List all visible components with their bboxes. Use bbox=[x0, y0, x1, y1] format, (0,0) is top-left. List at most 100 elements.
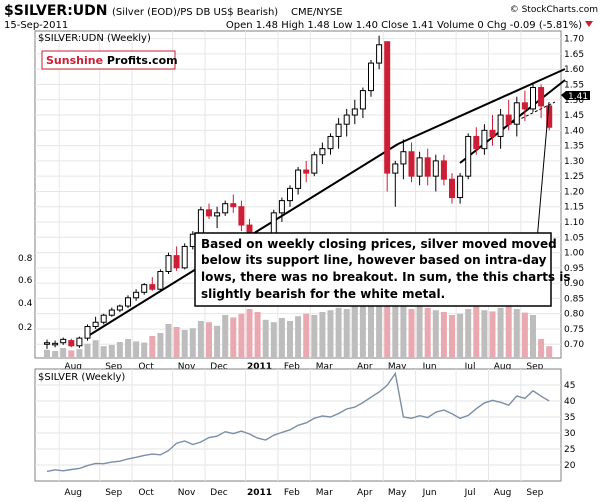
price-tick-label: 0.85 bbox=[564, 294, 584, 304]
candle-down bbox=[173, 255, 180, 269]
price-tick-label: 0.70 bbox=[564, 340, 584, 350]
candle-up bbox=[432, 160, 439, 177]
volume-bar bbox=[319, 312, 326, 357]
line-x-tick-label: Jun bbox=[422, 488, 437, 498]
price-x-tick-label: Sep bbox=[105, 362, 122, 372]
volume-bar bbox=[546, 346, 553, 357]
price-axis-labels: 0.70 0.75 0.80 0.85 0.90 0.95 1.00 1.05 1.10 1.15… bbox=[564, 35, 584, 351]
volume-bar bbox=[92, 340, 99, 357]
candle-down bbox=[473, 135, 480, 150]
volume-bar bbox=[230, 317, 237, 357]
candle-up bbox=[392, 163, 399, 174]
price-x-tick-label: Nov bbox=[178, 362, 196, 372]
candle-up bbox=[181, 245, 188, 269]
volume-bar bbox=[489, 311, 496, 357]
volume-bar bbox=[335, 307, 342, 357]
annotation-box bbox=[194, 232, 552, 307]
price-tick-label: 0.95 bbox=[564, 264, 584, 274]
candle-up bbox=[214, 212, 221, 217]
volume-bar bbox=[384, 297, 391, 357]
symbol-description: (Silver (EOD)/PS DB US$ Bearish) bbox=[112, 7, 278, 18]
volume-bar bbox=[52, 351, 59, 357]
volume-tick-label: 0.4 bbox=[18, 299, 33, 309]
annotation-line: below its support line, however based on… bbox=[201, 253, 547, 267]
candle-up bbox=[416, 157, 423, 177]
price-x-tick-label: Jul bbox=[464, 362, 476, 372]
candle-up bbox=[497, 114, 504, 137]
candle-up bbox=[165, 255, 172, 273]
annotation-pointer bbox=[535, 101, 550, 253]
volume-bar bbox=[303, 313, 310, 357]
volume-bar bbox=[254, 312, 261, 357]
candle-up bbox=[400, 151, 407, 165]
candle-up bbox=[108, 309, 115, 316]
price-tick-label: 1.15 bbox=[564, 203, 584, 213]
price-tick-label: 1.40 bbox=[564, 126, 584, 136]
price-tick-label: 0.80 bbox=[564, 310, 584, 320]
volume-bar bbox=[465, 309, 472, 357]
volume-bar bbox=[359, 304, 366, 357]
volume-bar bbox=[270, 322, 277, 357]
candle-up bbox=[530, 87, 536, 110]
volume-bar bbox=[473, 306, 480, 357]
price-x-tick-label: Apr bbox=[357, 362, 373, 372]
candle-up bbox=[513, 102, 520, 125]
candle-down bbox=[546, 105, 553, 128]
annotation-line: Based on weekly closing prices, silver m… bbox=[201, 237, 557, 251]
silver-price-line bbox=[46, 371, 550, 473]
volume-bar bbox=[238, 313, 245, 357]
candle-up bbox=[76, 337, 83, 347]
line-tick-label: 20 bbox=[564, 461, 576, 471]
volume-bar bbox=[116, 342, 123, 357]
volume-bar bbox=[206, 322, 212, 357]
candle-up bbox=[343, 114, 350, 125]
line-x-tick-label: Jul bbox=[464, 488, 476, 498]
volume-axis-labels: 0.8 0.6 0.4 0.2 bbox=[18, 254, 33, 333]
exchange-label: CME/NYSE bbox=[291, 7, 343, 18]
price-tick-label: 0.75 bbox=[564, 325, 584, 335]
volume-bar bbox=[505, 306, 512, 357]
candle-up bbox=[116, 305, 123, 311]
price-x-tick-label: 2011 bbox=[247, 362, 272, 372]
volume-bar bbox=[173, 327, 180, 357]
candle-down bbox=[440, 160, 447, 180]
line-x-tick-label: Dec bbox=[210, 488, 227, 498]
candle-down bbox=[149, 284, 156, 290]
volume-bar bbox=[222, 315, 229, 357]
candle-up bbox=[481, 129, 488, 150]
volume-bar bbox=[295, 316, 302, 357]
volume-bar bbox=[392, 303, 399, 357]
symbol-title: $SILVER:UDN bbox=[4, 3, 108, 19]
volume-bar bbox=[530, 315, 536, 357]
price-tick-label: 1.35 bbox=[564, 142, 584, 152]
candle-up bbox=[133, 291, 140, 299]
price-x-tick-label: Sep bbox=[526, 362, 543, 372]
volume-bar bbox=[197, 321, 204, 357]
candle-up bbox=[311, 154, 318, 174]
volume-bar bbox=[262, 319, 269, 357]
price-x-tick-label: Oct bbox=[138, 362, 154, 372]
line-grid bbox=[35, 369, 561, 481]
volume-bar bbox=[133, 341, 140, 357]
line-tick-label: 30 bbox=[564, 429, 576, 439]
volume-bar bbox=[513, 309, 520, 357]
price-tick-label: 1.60 bbox=[564, 65, 584, 75]
volume-bar bbox=[343, 309, 350, 357]
line-x-tick-label: Sep bbox=[105, 488, 122, 498]
last-price-value: 1.41 bbox=[568, 92, 588, 102]
line-tick-label: 45 bbox=[564, 381, 575, 391]
channel-upper-trendline bbox=[397, 68, 566, 145]
volume-bars bbox=[44, 297, 553, 357]
volume-bar bbox=[368, 301, 374, 357]
volume-bar bbox=[376, 300, 383, 357]
volume-bar bbox=[408, 309, 415, 357]
line-x-tick-label: Mar bbox=[316, 488, 333, 498]
candle-down bbox=[206, 209, 212, 217]
price-x-tick-label: May bbox=[388, 362, 407, 372]
volume-bar bbox=[497, 307, 504, 357]
price-x-tick-label: Jun bbox=[422, 362, 437, 372]
candle-up bbox=[351, 108, 358, 116]
volume-bar bbox=[157, 333, 164, 357]
line-panel-title: $SILVER (Weekly) bbox=[38, 372, 125, 383]
